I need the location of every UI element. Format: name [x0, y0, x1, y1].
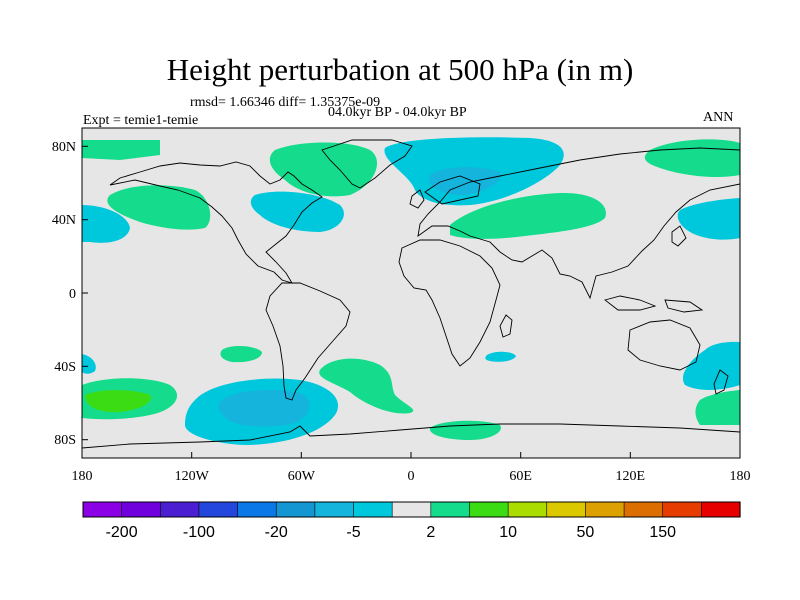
- stats-text: rmsd= 1.66346 diff= 1.35375e-09: [190, 95, 381, 110]
- tick-marks: [81, 145, 741, 458]
- x-tick-labels: 180 120W 60W 0 60E 120E 180: [72, 469, 751, 484]
- fill-blue-north-america: [250, 191, 344, 232]
- x-tick-label: 60W: [288, 469, 316, 484]
- coastline-new-zealand: [713, 369, 729, 395]
- map-background: [82, 128, 740, 458]
- season-label: ANN: [703, 110, 734, 125]
- fill-green-southeast: [695, 390, 740, 425]
- colorbar-label: -100: [183, 524, 215, 541]
- coastline-new-guinea: [664, 299, 704, 313]
- colorbar-label: 2: [426, 524, 435, 541]
- coastline-antarctica: [82, 423, 740, 449]
- y-tick-label: 0: [69, 287, 76, 302]
- colorbar-box: [198, 501, 239, 518]
- colorbar-box: [430, 501, 471, 518]
- fill-green-alaska: [107, 185, 211, 230]
- fill-blue-west-pacific-south: [82, 354, 96, 374]
- colorbar-box: [82, 501, 123, 518]
- coastline-british-isles: [409, 189, 425, 209]
- colorbar-box: [701, 501, 741, 518]
- plot-title: Height perturbation at 500 hPa (in m): [166, 52, 634, 87]
- coastline-scandinavia: [424, 175, 481, 205]
- fill-blue-indian-small: [485, 351, 516, 362]
- experiment-label: Expt = temie1-temie: [83, 113, 199, 128]
- colorbar-box: [275, 501, 316, 518]
- fill-green-south-atlantic: [319, 358, 414, 414]
- colorbar-labels: -200 -100 -20 -5 2 10 50 150: [106, 524, 677, 541]
- fill-midblue-scandinavia: [429, 167, 501, 195]
- y-tick-label: 40N: [52, 213, 76, 228]
- contour-fills: [82, 137, 740, 445]
- colorbar-box: [662, 501, 702, 518]
- fill-midblue-southeast-pacific: [218, 389, 310, 427]
- coastline-south-america: [265, 282, 351, 401]
- fill-blue-north-pacific-west: [82, 205, 130, 243]
- fill-green-south-pacific-small: [220, 346, 262, 363]
- colorbar-box: [237, 501, 277, 518]
- y-tick-labels: 80N 40N 0 40S 80S: [52, 140, 76, 448]
- coastlines: [82, 139, 740, 449]
- x-tick-label: 180: [72, 469, 93, 484]
- colorbar-box: [121, 501, 161, 518]
- colorbar-box: [314, 501, 355, 518]
- coastline-indonesia: [604, 295, 657, 311]
- y-tick-label: 80S: [54, 433, 76, 448]
- x-tick-label: 0: [408, 469, 415, 484]
- x-tick-label: 60E: [509, 469, 532, 484]
- y-tick-label: 40S: [54, 360, 76, 375]
- colorbar-box: [507, 501, 548, 518]
- fill-green-north-atlantic-west: [82, 140, 160, 160]
- fill-blue-east-asia: [677, 198, 740, 240]
- colorbar-label: 50: [577, 524, 595, 541]
- colorbar-box: [546, 501, 587, 518]
- y-tick-label: 80N: [52, 140, 76, 155]
- coastline-greenland: [321, 139, 413, 189]
- coastline-madagascar: [499, 314, 513, 338]
- coastline-north-america: [109, 161, 323, 284]
- colorbar-label: -200: [106, 524, 138, 541]
- colorbar-box: [623, 501, 664, 518]
- x-tick-label: 180: [730, 469, 751, 484]
- x-tick-label: 120E: [616, 469, 646, 484]
- colorbar-label: 150: [649, 524, 676, 541]
- fill-blue-south-pacific-east: [682, 341, 740, 390]
- colorbar-box: [353, 501, 393, 518]
- coastline-eurasia: [417, 147, 740, 300]
- fill-green-southern-ocean: [429, 420, 501, 440]
- coastline-africa: [398, 239, 501, 367]
- colorbar-label: -20: [265, 524, 288, 541]
- fill-brightgreen-south-pacific-west: [85, 390, 151, 413]
- coastline-japan: [671, 225, 687, 247]
- colorbar-box: [469, 501, 509, 518]
- colorbar-label: -5: [346, 524, 360, 541]
- period-label: 04.0kyr BP - 04.0kyr BP: [328, 105, 467, 120]
- x-tick-label: 120W: [175, 469, 210, 484]
- colorbar-box: [391, 501, 432, 518]
- fill-green-eurasia: [450, 192, 606, 239]
- colorbar: [82, 501, 741, 518]
- colorbar-label: 10: [499, 524, 517, 541]
- colorbar-frame: [82, 501, 741, 518]
- coastline-australia: [627, 319, 701, 371]
- colorbar-box: [159, 501, 200, 518]
- colorbar-box: [585, 501, 625, 518]
- fill-green-canada: [269, 142, 378, 197]
